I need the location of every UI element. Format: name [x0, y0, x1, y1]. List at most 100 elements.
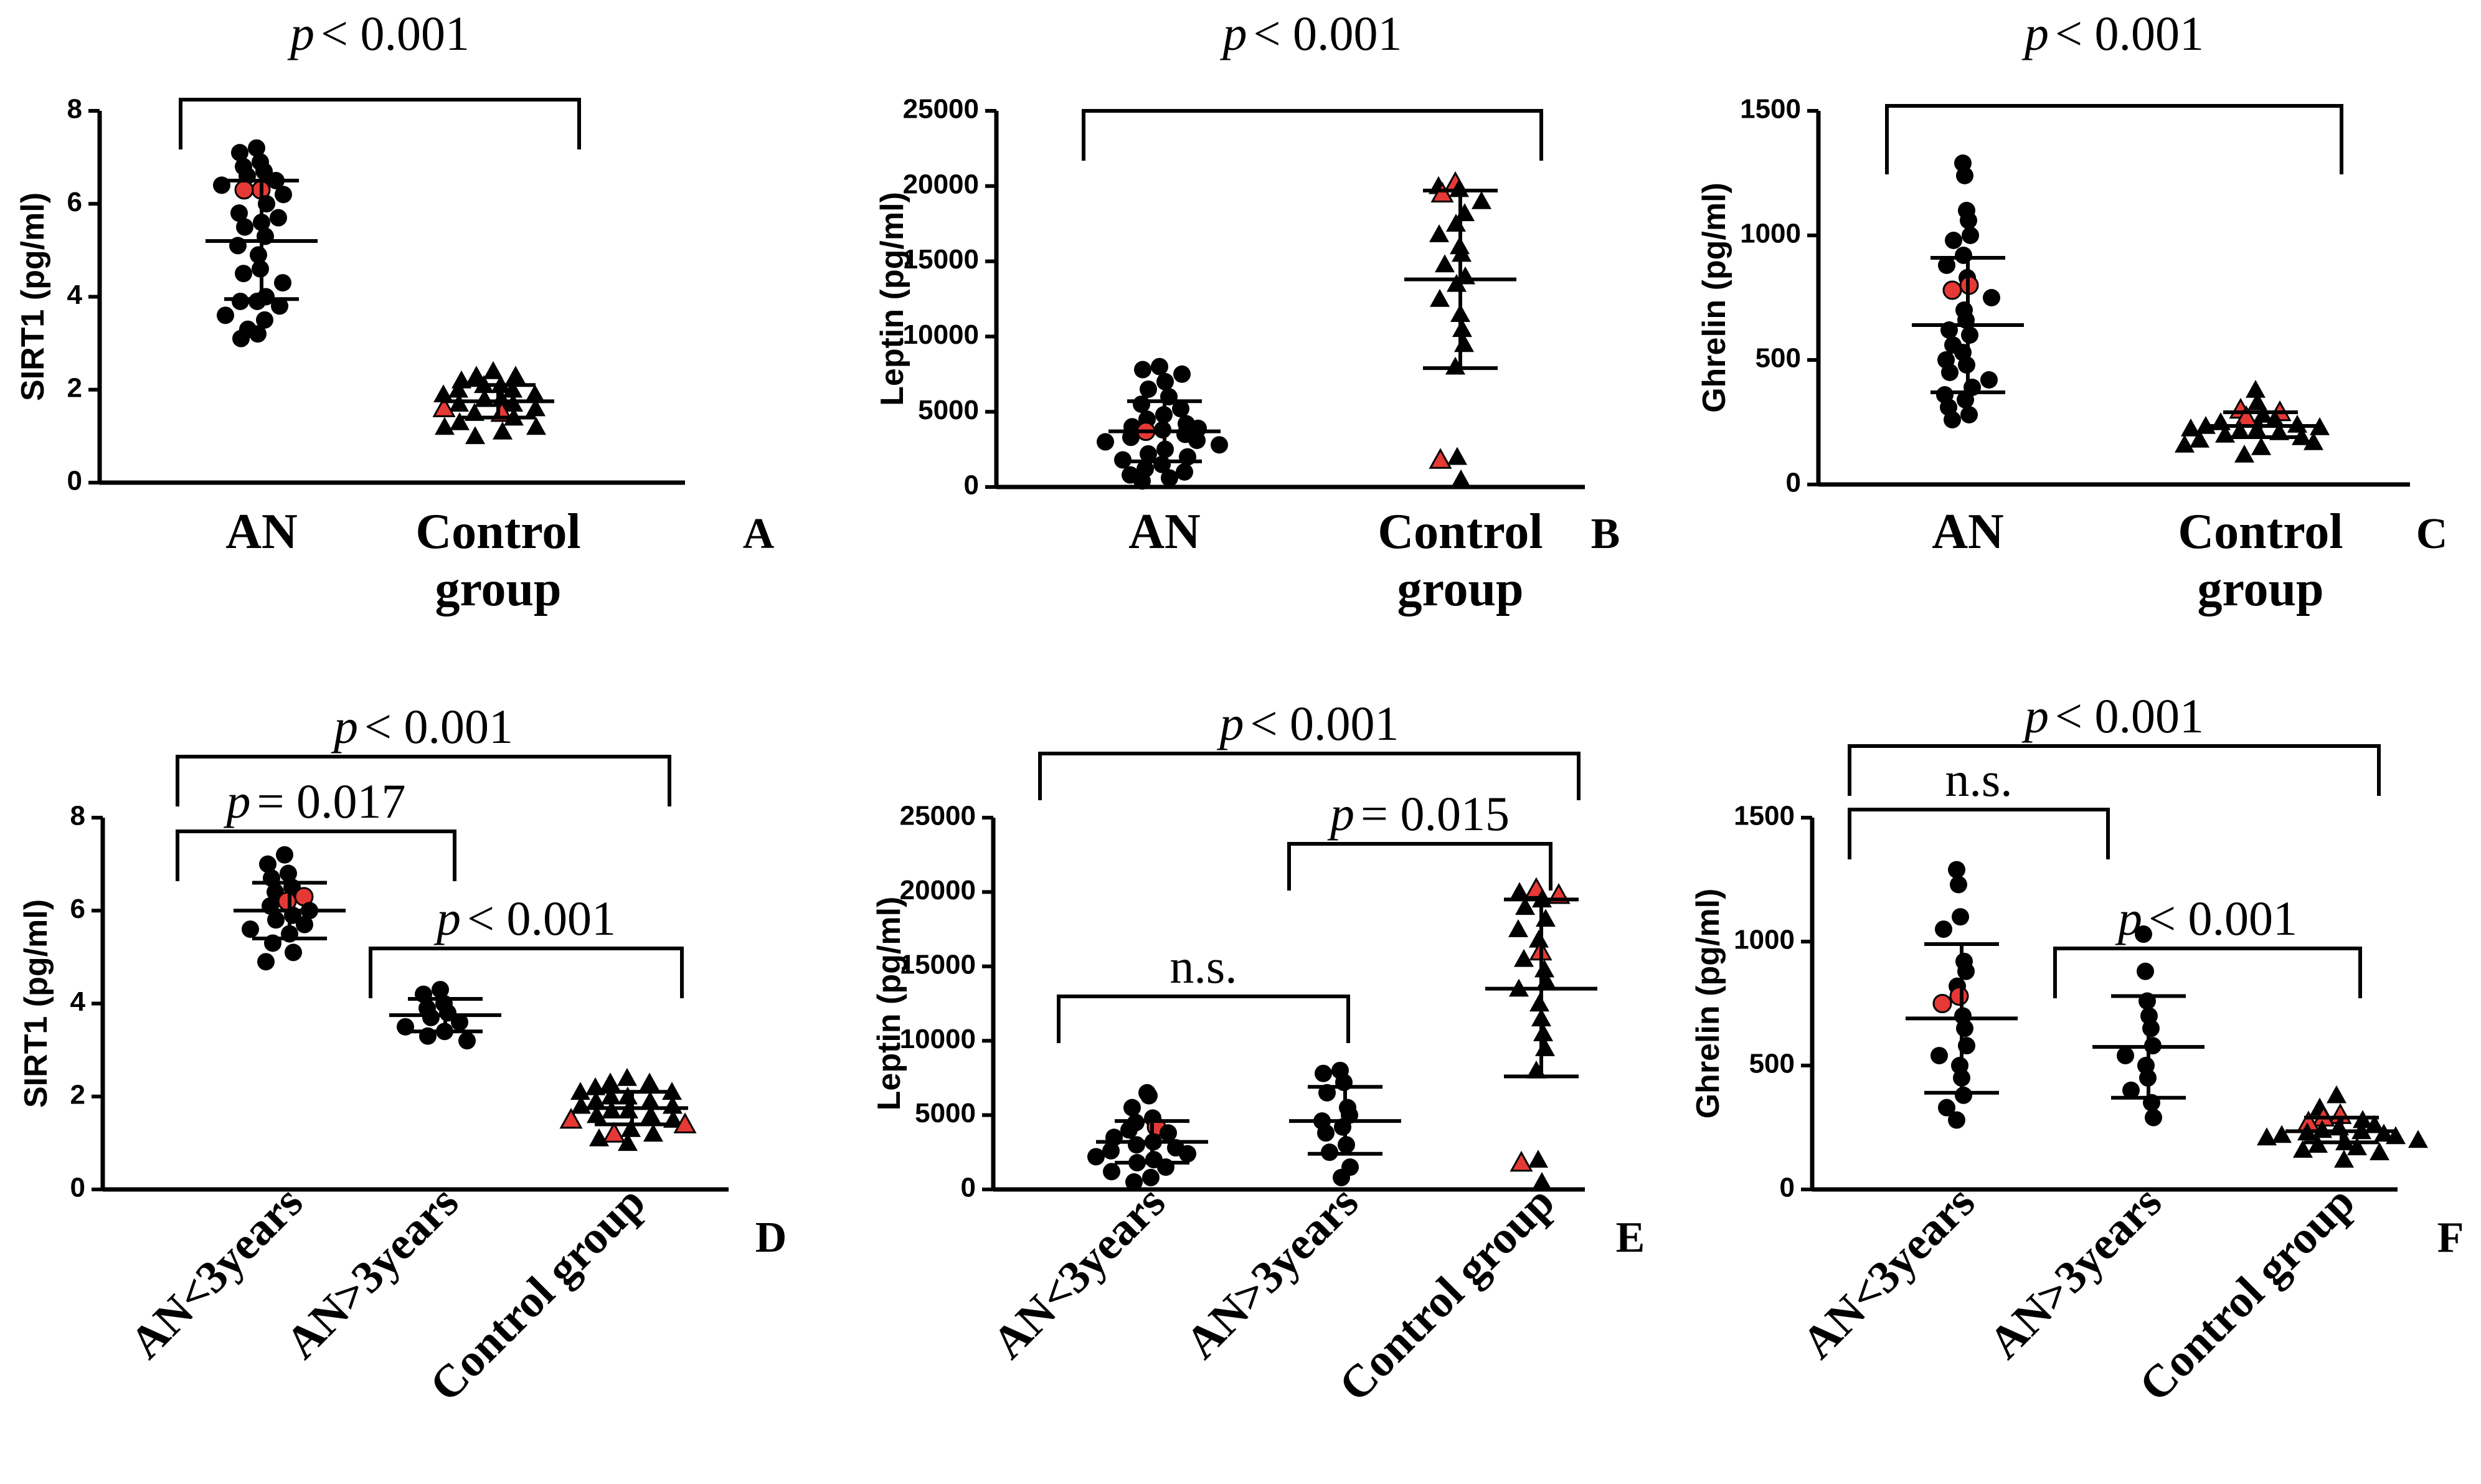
data-point — [296, 915, 313, 933]
data-point — [2292, 427, 2312, 445]
data-point — [2293, 1140, 2313, 1158]
significance-bracket — [1038, 752, 1581, 800]
data-point — [257, 953, 275, 971]
data-point — [2230, 421, 2250, 439]
data-point — [1962, 227, 1979, 244]
y-tick-label: 4 — [70, 986, 86, 1017]
data-point — [1179, 1145, 1196, 1163]
y-tick-label: 4 — [67, 280, 83, 310]
data-point — [1140, 380, 1157, 398]
data-point — [2246, 380, 2266, 398]
data-point — [2272, 1125, 2292, 1143]
data-point — [526, 398, 546, 417]
data-point — [2117, 1047, 2134, 1065]
p-value: < 0.001 — [2055, 689, 2204, 743]
data-point — [1948, 1111, 1965, 1129]
data-point — [1120, 1121, 1138, 1139]
data-point — [1952, 908, 1969, 926]
data-point — [1449, 179, 1469, 197]
data-point — [255, 163, 273, 181]
data-point — [1151, 357, 1168, 376]
y-tick-label: 15000 — [903, 244, 979, 275]
data-point — [2408, 1130, 2428, 1148]
data-point — [1160, 1124, 1177, 1142]
data-point — [586, 1091, 606, 1110]
data-point — [256, 311, 273, 329]
data-point — [274, 274, 291, 292]
data-point — [451, 1013, 468, 1031]
y-tick-label: 0 — [67, 466, 82, 496]
data-point — [1932, 994, 1952, 1013]
data-point — [270, 209, 287, 227]
data-point — [1161, 469, 1178, 487]
panel-f: 0 500 1000 1500 Ghrelin (pg/ml) AN<3yearsAN>3… — [1690, 689, 2464, 1411]
panel-letter: C — [2416, 510, 2448, 558]
y-tick-label: 15000 — [900, 949, 976, 980]
data-point — [1529, 929, 1549, 948]
data-point — [2175, 435, 2195, 453]
panel-letter: B — [1591, 510, 1620, 558]
data-point — [1956, 167, 1973, 184]
significance-bracket — [1057, 995, 1350, 1043]
y-tick-label: 0 — [964, 470, 979, 501]
significance-label: p = 0.017 — [224, 774, 406, 828]
p-symbol: p — [1220, 6, 1247, 60]
data-point — [2234, 445, 2254, 463]
data-point — [1451, 469, 1471, 488]
data-point — [1114, 451, 1132, 469]
significance-bracket — [2053, 947, 2362, 998]
y-tick-label: 1000 — [1740, 219, 1801, 249]
y-tick-label: 25000 — [903, 94, 979, 125]
data-point — [1445, 356, 1465, 375]
data-point — [1949, 986, 1969, 1006]
y-axis-label: SIRT1 (pg/ml) — [18, 899, 54, 1108]
data-point — [1133, 472, 1151, 490]
panel-c: 0 500 1000 1500 Ghrelin (pg/ml) AN Controlgrou… — [1696, 6, 2447, 617]
data-point — [1930, 1047, 1948, 1065]
significance-label: n.s. — [1945, 752, 2012, 806]
data-point — [1536, 909, 1556, 927]
data-point — [2181, 418, 2201, 437]
data-point — [1176, 463, 1193, 481]
y-axis-label: Ghrelin (pg/ml) — [1696, 182, 1732, 413]
y-tick-label: 0 — [70, 1173, 85, 1203]
y-tick-label: 2 — [67, 372, 82, 403]
data-point — [267, 911, 285, 929]
data-point — [1514, 948, 1534, 967]
y-tick-label: 8 — [67, 94, 82, 125]
data-point — [618, 1133, 638, 1151]
data-point — [1948, 861, 1965, 879]
panel-letter: F — [2437, 1214, 2464, 1262]
data-point — [640, 1091, 660, 1110]
data-point — [559, 1107, 583, 1129]
data-point — [432, 396, 456, 417]
category-label: group — [435, 562, 561, 617]
data-point — [466, 366, 486, 384]
data-point — [621, 1118, 641, 1137]
p-value: = 0.015 — [1361, 787, 1510, 841]
data-point — [1097, 433, 1114, 451]
data-point — [1960, 406, 1978, 423]
y-tick-label: 500 — [1756, 343, 1801, 374]
y-tick-label: 0 — [1786, 468, 1801, 498]
significance-label: n.s. — [1170, 939, 1237, 993]
data-point — [1528, 1150, 1548, 1168]
category-label: group — [1397, 562, 1523, 617]
data-point — [1935, 920, 1952, 938]
data-point — [493, 421, 513, 440]
data-point — [2370, 1142, 2389, 1161]
panel-letter: A — [743, 510, 775, 558]
significance-bracket — [1848, 808, 2110, 859]
category-label: AN>3years — [1979, 1176, 2171, 1369]
data-point — [1333, 1168, 1350, 1186]
data-point — [1980, 371, 1998, 389]
y-tick-label: 5000 — [915, 1098, 976, 1128]
data-point — [2312, 1120, 2332, 1138]
y-tick-label: 0 — [1780, 1173, 1795, 1203]
significance-label: p = 0.015 — [1327, 787, 1510, 841]
data-point — [236, 218, 253, 236]
data-point — [2365, 1115, 2384, 1133]
data-point — [1087, 1148, 1105, 1166]
data-point — [617, 1067, 637, 1086]
